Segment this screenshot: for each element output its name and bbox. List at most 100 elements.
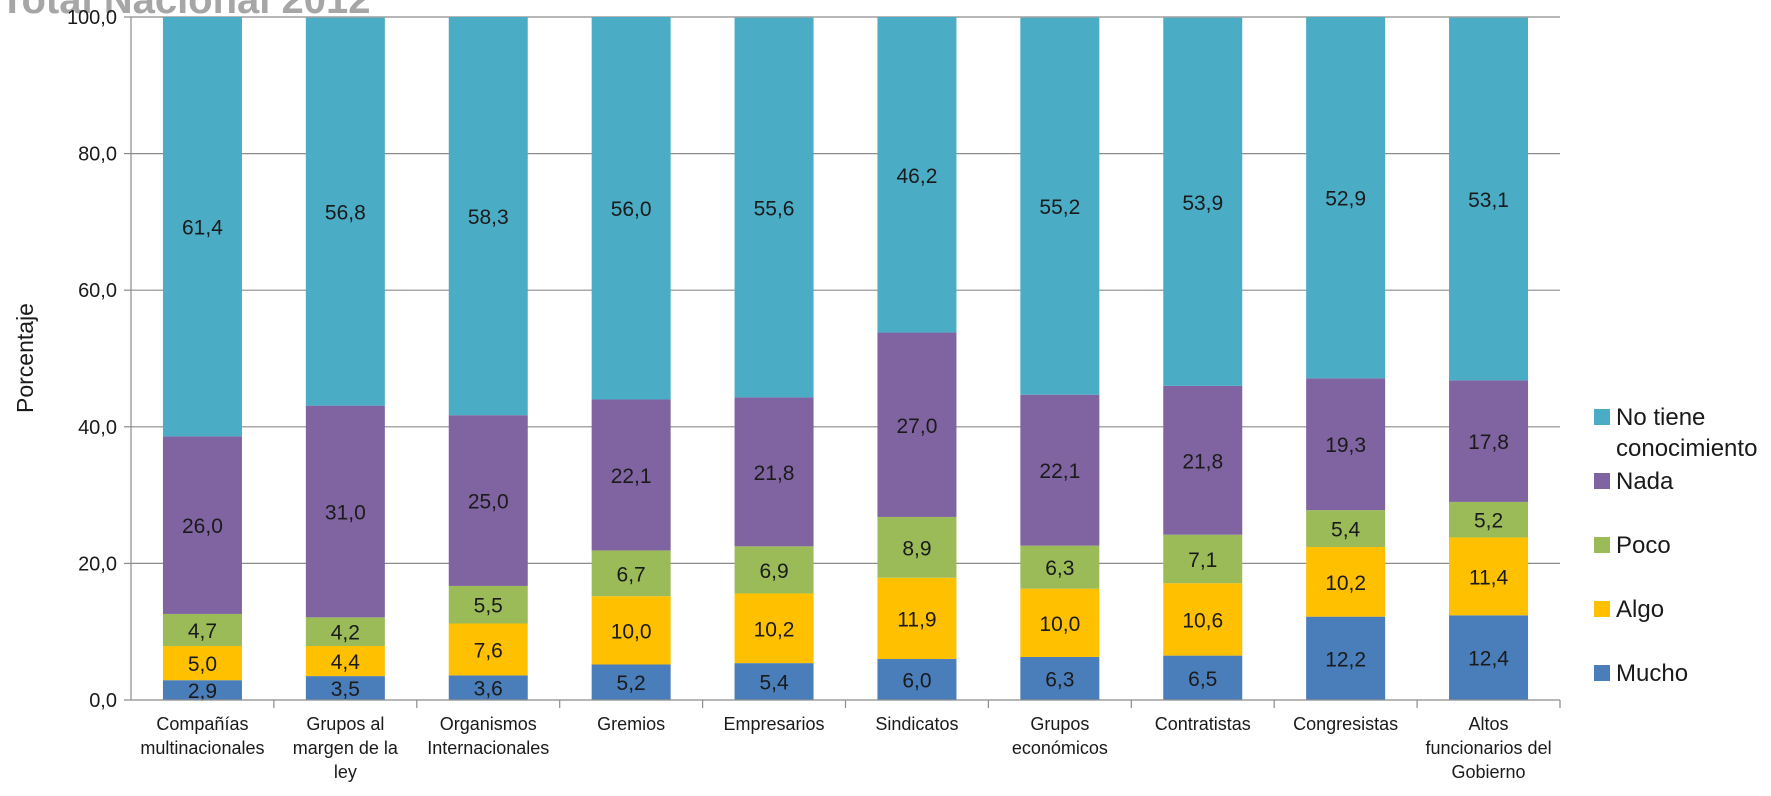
bar-segment bbox=[1449, 615, 1529, 700]
y-tick-label: 60,0 bbox=[78, 280, 117, 302]
data-label: 21,8 bbox=[1182, 450, 1223, 473]
data-label: 53,1 bbox=[1468, 189, 1509, 212]
x-tick-label: margen de la bbox=[293, 738, 399, 758]
bar-segment bbox=[1020, 394, 1100, 546]
x-tick-label: Empresarios bbox=[724, 714, 825, 734]
x-tick-label: ley bbox=[334, 762, 357, 782]
y-tick-label: 0,0 bbox=[89, 690, 117, 712]
legend-swatch bbox=[1594, 601, 1610, 617]
x-tick-label: Compañías bbox=[156, 714, 248, 734]
bar-segment bbox=[1020, 656, 1100, 700]
x-tick-label: funcionarios del bbox=[1426, 738, 1552, 758]
bar-segment bbox=[591, 399, 671, 551]
legend-label: Algo bbox=[1616, 596, 1664, 623]
bar-segment bbox=[448, 17, 528, 416]
data-label: 5,2 bbox=[617, 672, 646, 695]
data-label: 5,4 bbox=[1331, 519, 1361, 542]
bar-segment bbox=[162, 613, 242, 647]
bar-segment bbox=[877, 332, 957, 517]
data-label: 10,6 bbox=[1182, 609, 1223, 632]
x-tick-label: Gobierno bbox=[1452, 762, 1526, 782]
bar-segment bbox=[162, 680, 242, 700]
data-label: 12,4 bbox=[1468, 648, 1509, 671]
data-label: 4,4 bbox=[331, 651, 361, 674]
legend-label: Mucho bbox=[1616, 660, 1688, 687]
data-label: 21,8 bbox=[754, 462, 795, 485]
bar-segment bbox=[1163, 534, 1243, 584]
bar-segment bbox=[734, 397, 814, 547]
legend-label: Poco bbox=[1616, 532, 1671, 559]
bar-segment bbox=[1020, 17, 1100, 395]
data-label: 56,0 bbox=[611, 198, 652, 221]
bar-segment bbox=[162, 17, 242, 437]
data-label: 27,0 bbox=[897, 415, 938, 438]
y-tick-label: 100,0 bbox=[67, 7, 117, 29]
bar-segment bbox=[734, 593, 814, 664]
x-tick-label: Sindicatos bbox=[875, 714, 958, 734]
x-tick-label: económicos bbox=[1012, 738, 1108, 758]
legend-swatch bbox=[1594, 537, 1610, 553]
bar-segment bbox=[734, 17, 814, 398]
x-tick-label: Internacionales bbox=[427, 738, 549, 758]
bar-segment bbox=[305, 17, 385, 406]
data-label: 31,0 bbox=[325, 501, 366, 524]
data-label: 5,0 bbox=[188, 653, 217, 676]
data-label: 10,0 bbox=[1039, 613, 1080, 636]
data-label: 10,0 bbox=[611, 620, 652, 643]
data-label: 11,4 bbox=[1469, 566, 1509, 589]
bar-segment bbox=[1449, 380, 1529, 502]
bar-segment bbox=[1163, 17, 1243, 386]
bar-segment bbox=[448, 623, 528, 676]
data-label: 6,3 bbox=[1045, 668, 1074, 691]
bar-segment bbox=[877, 577, 957, 660]
legend-swatch bbox=[1594, 409, 1610, 425]
bars bbox=[162, 17, 1529, 700]
data-label: 11,9 bbox=[897, 608, 936, 631]
bar-segment bbox=[591, 596, 671, 665]
bar-segment bbox=[448, 585, 528, 624]
data-label: 56,8 bbox=[325, 202, 366, 225]
bar-segment bbox=[162, 646, 242, 681]
data-label: 61,4 bbox=[182, 217, 223, 240]
bar-segment bbox=[734, 663, 814, 700]
bar-segment bbox=[448, 675, 528, 700]
data-label: 26,0 bbox=[182, 515, 223, 538]
data-label: 55,2 bbox=[1039, 196, 1080, 219]
legend-swatch bbox=[1594, 473, 1610, 489]
data-label: 52,9 bbox=[1325, 188, 1366, 211]
data-label: 7,6 bbox=[474, 639, 503, 662]
data-label: 22,1 bbox=[1039, 460, 1080, 483]
data-label: 8,9 bbox=[902, 537, 931, 560]
bar-segment bbox=[591, 664, 671, 700]
bar-segment bbox=[1306, 17, 1386, 379]
bar-segment bbox=[1163, 385, 1243, 535]
bar-segment bbox=[1020, 545, 1100, 589]
x-tick-label: Altos bbox=[1469, 714, 1509, 734]
data-label: 19,3 bbox=[1325, 434, 1366, 457]
data-label: 25,0 bbox=[468, 491, 509, 514]
data-label: 53,9 bbox=[1182, 192, 1223, 215]
data-label: 46,2 bbox=[897, 165, 938, 188]
data-label: 6,3 bbox=[1045, 557, 1074, 580]
data-label: 5,2 bbox=[1474, 510, 1503, 533]
y-axis-label: Porcentaje bbox=[12, 303, 38, 413]
data-label: 6,9 bbox=[759, 560, 788, 583]
data-label: 10,2 bbox=[1325, 572, 1366, 595]
bar-segment bbox=[1163, 655, 1243, 700]
x-tick-label: Grupos al bbox=[306, 714, 384, 734]
bar-segment bbox=[591, 550, 671, 597]
data-label: 7,1 bbox=[1188, 549, 1217, 572]
data-label: 4,2 bbox=[331, 622, 360, 645]
data-label: 3,5 bbox=[331, 678, 360, 701]
data-label: 4,7 bbox=[188, 620, 217, 643]
bar-segment bbox=[1306, 378, 1386, 511]
bar-segment bbox=[305, 617, 385, 647]
bar-segment bbox=[1163, 583, 1243, 656]
x-tick-label: Congresistas bbox=[1293, 714, 1398, 734]
data-label: 3,6 bbox=[474, 678, 503, 701]
bar-segment bbox=[734, 546, 814, 594]
data-label: 5,5 bbox=[474, 595, 503, 618]
bar-segment bbox=[305, 676, 385, 700]
data-label: 10,2 bbox=[754, 618, 795, 641]
